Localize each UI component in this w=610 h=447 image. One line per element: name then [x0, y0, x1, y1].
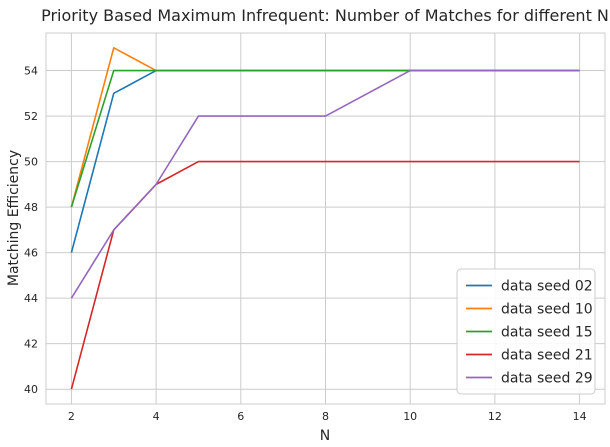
legend-label: data seed 10 [501, 302, 593, 318]
legend-label: data seed 29 [501, 371, 593, 387]
x-tick-label: 14 [573, 410, 587, 423]
legend: data seed 02 data seed 10 data seed 15 data… [456, 268, 596, 395]
y-tick-label: 52 [24, 110, 38, 123]
y-axis-label: Matching Efficiency [6, 150, 22, 286]
x-axis-ticks: 2 4 6 8 10 12 14 [68, 410, 587, 423]
y-tick-label: 50 [24, 156, 38, 169]
legend-label: data seed 15 [501, 325, 593, 341]
y-tick-label: 46 [24, 247, 38, 260]
x-axis-label: N [320, 428, 330, 444]
x-tick-label: 12 [488, 410, 502, 423]
x-tick-label: 4 [153, 410, 160, 423]
x-tick-label: 6 [237, 410, 244, 423]
y-tick-label: 54 [24, 65, 38, 78]
legend-label: data seed 21 [501, 348, 593, 364]
legend-box [456, 268, 596, 395]
x-tick-label: 8 [322, 410, 329, 423]
y-tick-label: 42 [24, 338, 38, 351]
x-tick-label: 10 [403, 410, 417, 423]
y-tick-label: 48 [24, 201, 38, 214]
plot-frame [45, 32, 606, 405]
series-line-data-seed-29 [70, 69, 580, 299]
chart-title: Priority Based Maximum Infrequent: Numbe… [41, 6, 609, 25]
legend-label: data seed 02 [501, 279, 593, 295]
y-tick-label: 44 [24, 292, 38, 305]
series-lines [70, 46, 580, 390]
x-tick-label: 2 [68, 410, 75, 423]
y-tick-label: 40 [24, 383, 38, 396]
y-axis-ticks: 40 42 44 46 48 50 52 54 [24, 65, 38, 397]
